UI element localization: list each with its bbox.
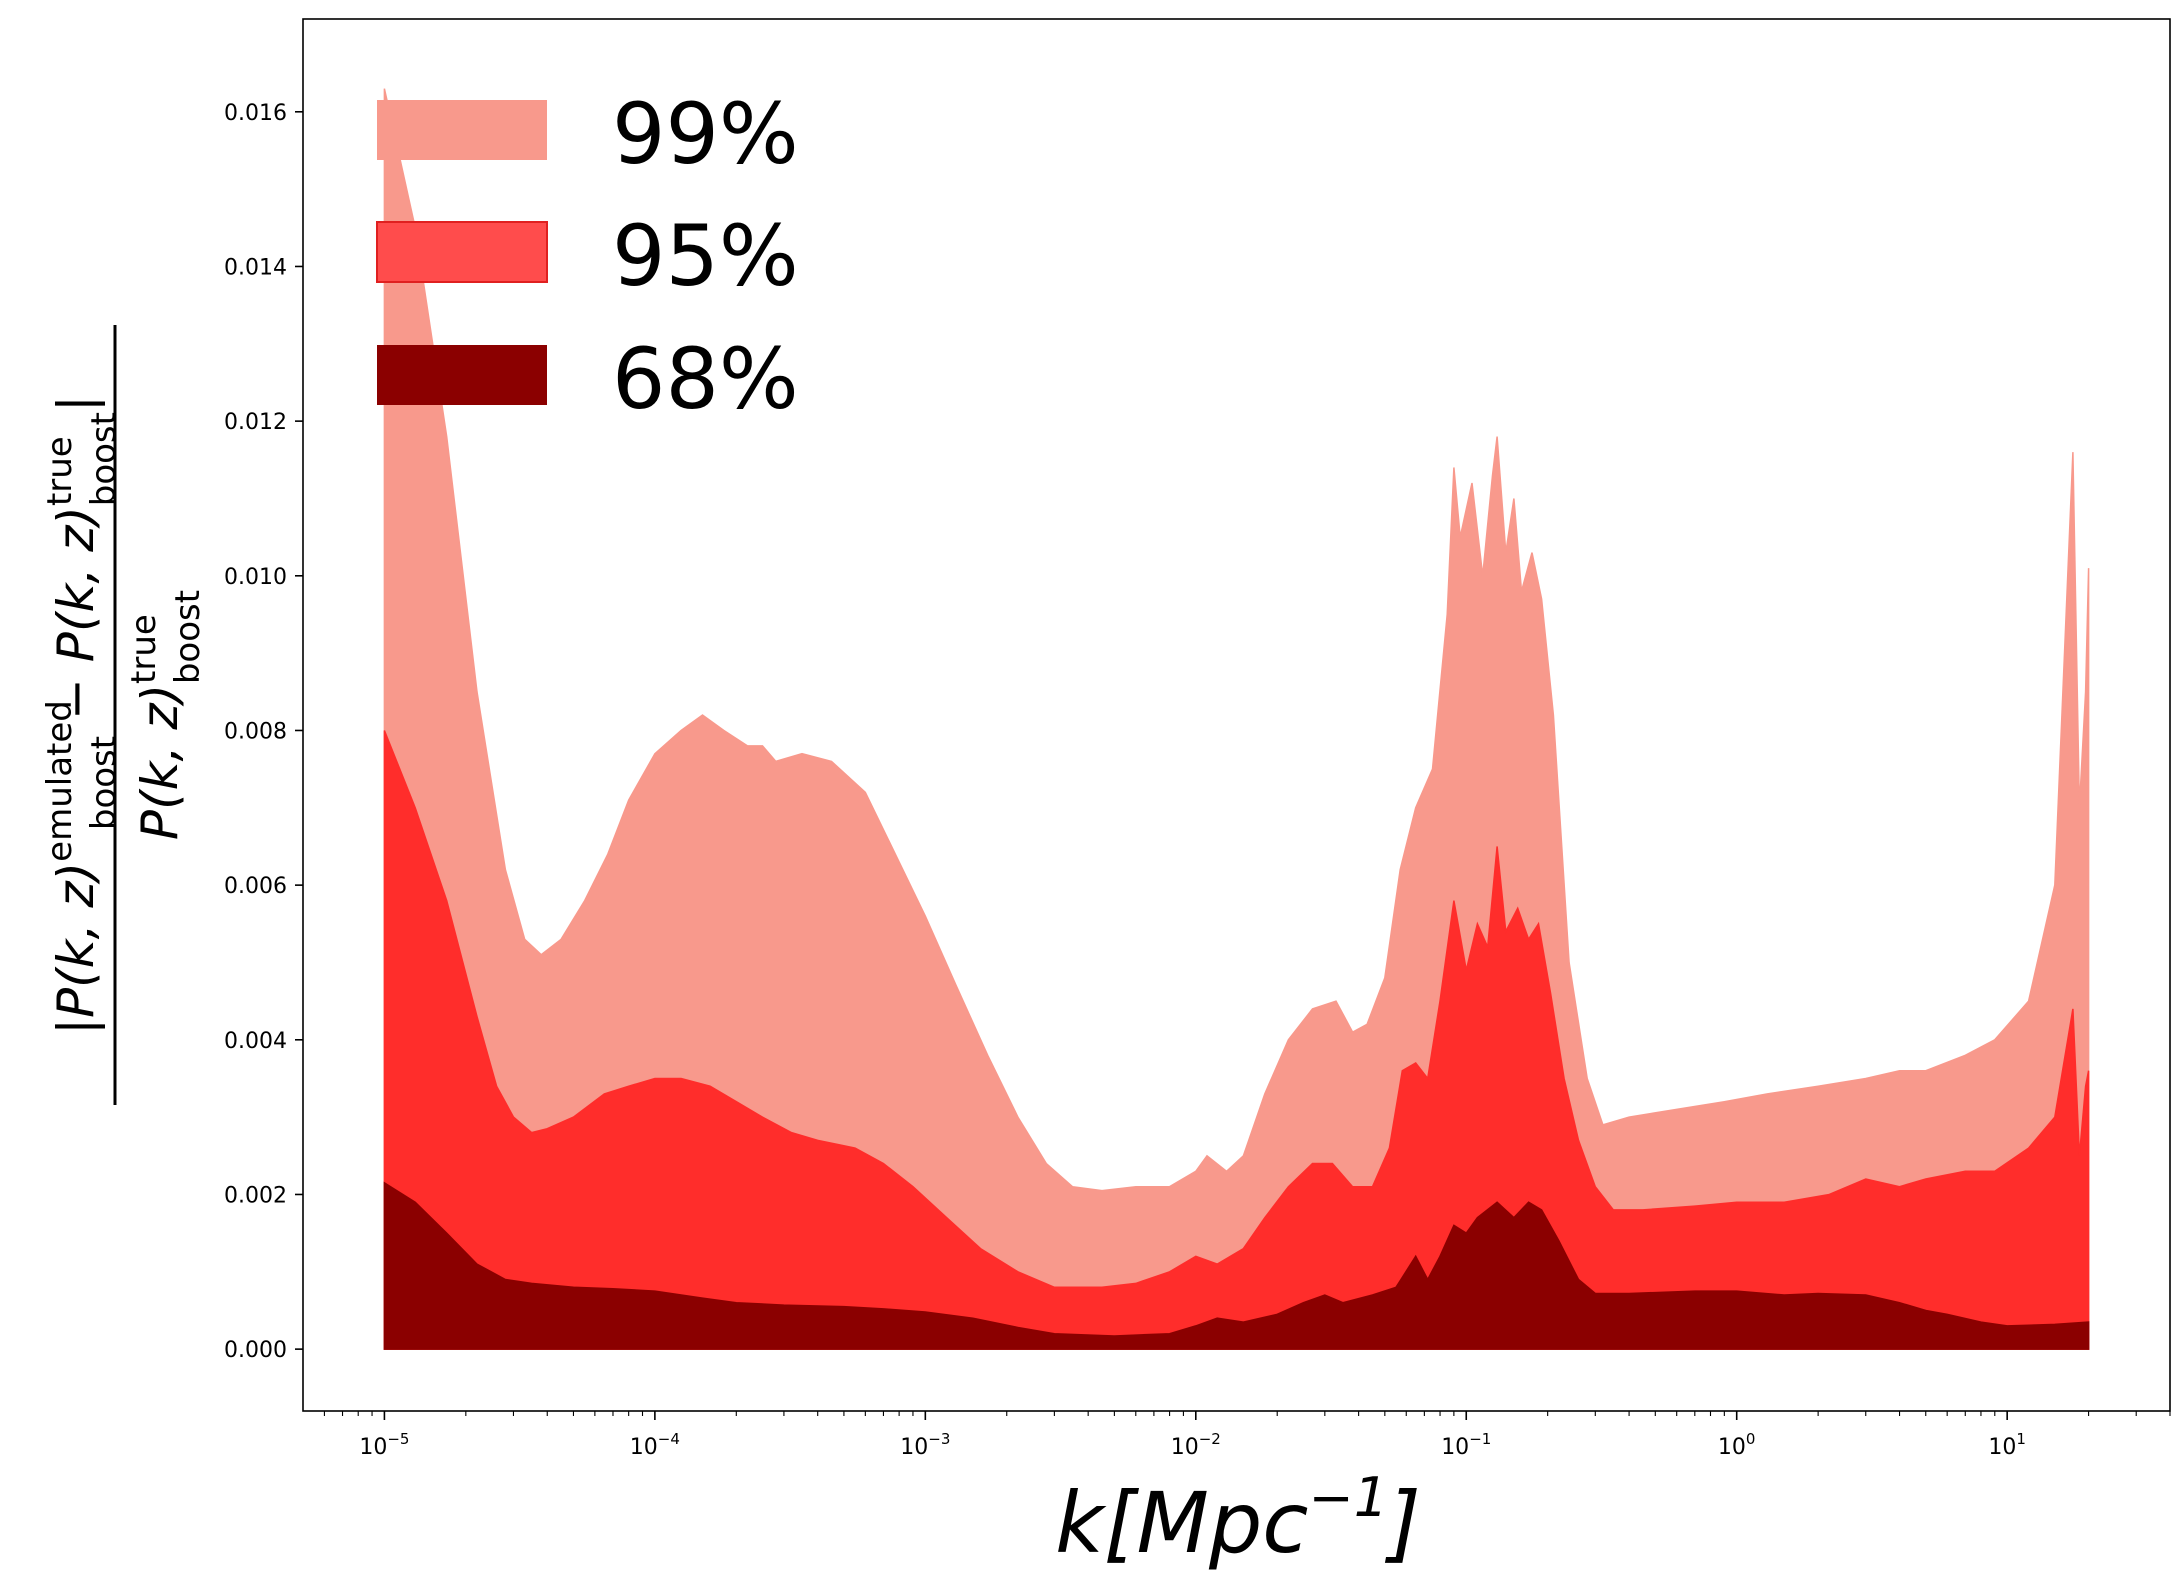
- y-tick-label: 0.000: [224, 1338, 287, 1363]
- area-series-99: [383, 88, 2090, 1350]
- y-num-sup: emulated: [40, 700, 80, 862]
- x-tick-label: 10−3: [900, 1430, 950, 1460]
- x-tick-label: 10−1: [1441, 1430, 1491, 1460]
- x-tick-label: 10−5: [359, 1430, 409, 1460]
- x-axis-label-exponent: −1: [1309, 1466, 1389, 1529]
- y-den-sub: boost: [168, 590, 208, 684]
- x-axis-label: k[Mpc−1]: [1055, 1466, 1421, 1572]
- legend: 99% 95% 68%: [376, 85, 799, 428]
- x-axis-label-close: ]: [1384, 1474, 1421, 1572]
- y-num-sub: boost: [84, 736, 124, 830]
- legend-label-68: 68%: [612, 330, 799, 428]
- y-num-sub2: boost: [84, 412, 124, 506]
- legend-swatch-95: [376, 221, 548, 283]
- y-tick-label: 0.016: [224, 101, 287, 126]
- y-axis-label-denominator: P(k, z)true boost: [124, 590, 208, 840]
- y-tick-label: 0.012: [224, 410, 287, 435]
- x-tick-label: 100: [1718, 1430, 1756, 1460]
- area-series-group: [383, 88, 2090, 1350]
- x-tick-label: 101: [1988, 1430, 2026, 1460]
- legend-swatch-99: [377, 100, 547, 160]
- x-axis-label-base: k[Mpc: [1055, 1474, 1308, 1572]
- y-axis-ticks: 0.000 0.002 0.004 0.006 0.008 0.010 0.012 0.014…: [224, 101, 303, 1363]
- y-den-sup: true: [124, 614, 164, 684]
- y-tick-label: 0.006: [224, 874, 287, 899]
- y-tick-label: 0.010: [224, 565, 287, 590]
- legend-label-99: 99%: [612, 85, 799, 183]
- area-series-68: [383, 1181, 2090, 1350]
- legend-swatch-68: [377, 345, 547, 405]
- x-tick-label: 10−2: [1171, 1430, 1221, 1460]
- x-axis-ticks: 10−5 10−4 10−3 10−2 10−1 100 101: [323, 1411, 2171, 1460]
- y-num-text: |P(k, z): [47, 862, 105, 1035]
- y-num-minus: − P(k, z): [47, 506, 105, 736]
- y-tick-label: 0.014: [224, 255, 287, 280]
- area-series-95: [383, 730, 2090, 1350]
- legend-label-95: 95%: [612, 207, 799, 305]
- y-tick-label: 0.004: [224, 1029, 287, 1054]
- y-axis-label-numerator: |P(k, z)emulated boost − P(k, z)true boost…: [40, 395, 124, 1035]
- y-tick-label: 0.002: [224, 1183, 287, 1208]
- x-tick-label: 10−4: [630, 1430, 680, 1460]
- y-num-sup2: true: [40, 436, 80, 506]
- plot-frame: [302, 18, 2171, 1412]
- y-den-text: P(k, z): [131, 684, 189, 840]
- y-axis-label: |P(k, z)emulated boost − P(k, z)true boost…: [40, 325, 208, 1105]
- y-tick-label: 0.008: [224, 719, 287, 744]
- y-num-close: |: [47, 395, 105, 412]
